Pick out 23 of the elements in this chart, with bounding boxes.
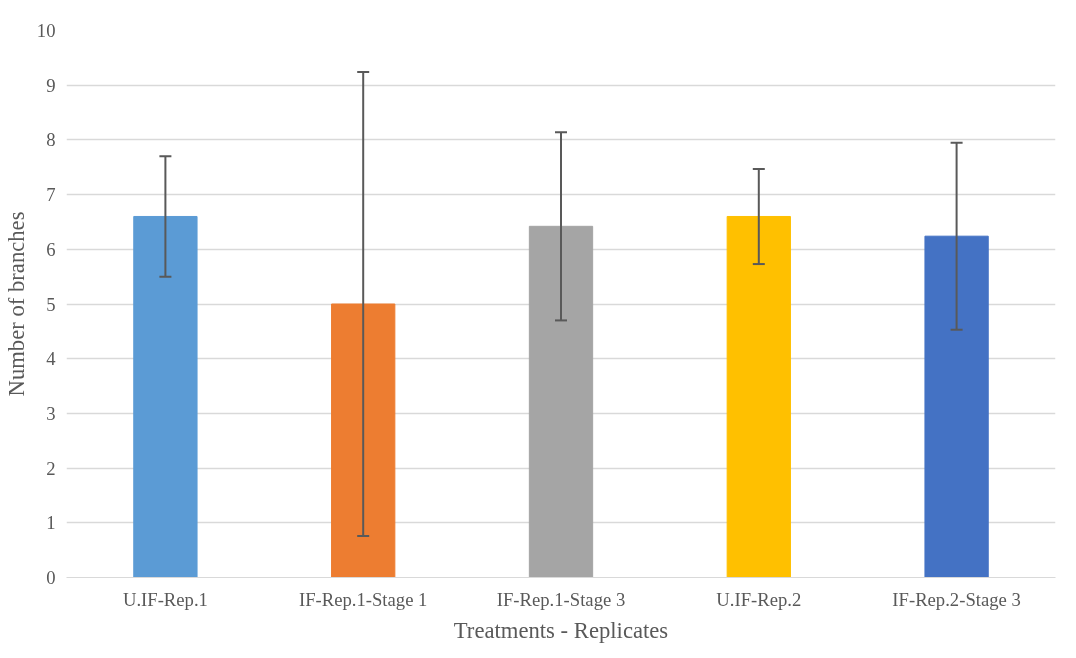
x-tick-label: U.IF-Rep.2	[716, 588, 802, 610]
y-tick-label: 5	[46, 293, 56, 315]
y-tick-label: 7	[46, 184, 56, 206]
y-axis-title: Number of branches	[3, 211, 29, 397]
x-tick-label: IF-Rep.1-Stage 3	[496, 588, 626, 610]
y-tick-label: 9	[46, 74, 56, 96]
y-tick-label: 0	[46, 567, 56, 588]
y-tick-label: 1	[46, 512, 56, 534]
x-tick-label: IF-Rep.1-Stage 1	[298, 588, 428, 610]
x-tick-label: U.IF-Rep.1	[122, 588, 208, 610]
x-axis-title: Treatments - Replicates	[453, 617, 669, 643]
y-tick-label: 2	[46, 457, 56, 479]
x-tick-label: IF-Rep.2-Stage 3	[892, 588, 1021, 610]
bar	[726, 215, 791, 578]
y-tick-label: 3	[46, 402, 56, 424]
y-tick-label: 8	[46, 129, 56, 151]
bar	[924, 235, 989, 578]
bar	[331, 303, 396, 578]
y-tick-label: 6	[46, 238, 56, 260]
bar	[528, 225, 594, 578]
bar	[133, 215, 198, 578]
y-tick-label: 4	[46, 348, 57, 370]
y-tick-label: 10	[36, 20, 56, 41]
